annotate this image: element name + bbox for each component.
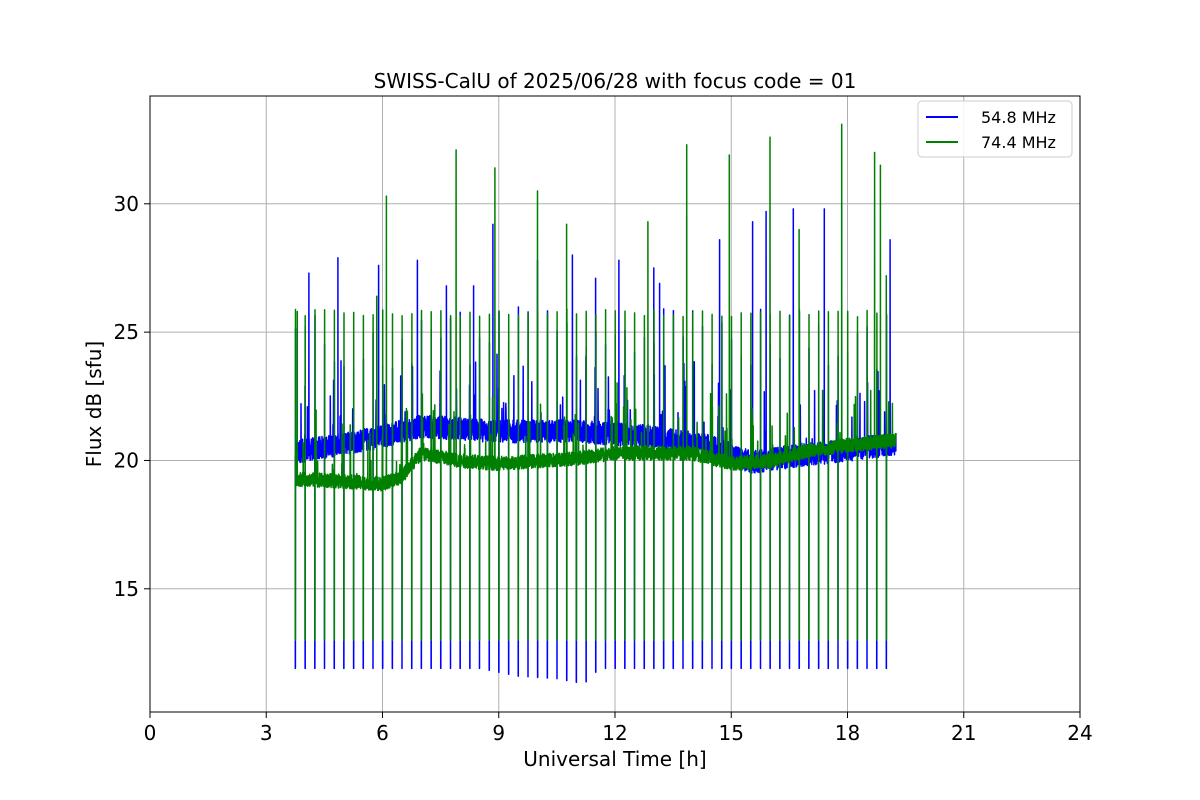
chart-title: SWISS-CalU of 2025/06/28 with focus code…	[374, 69, 857, 93]
y-axis-label: Flux dB [sfu]	[82, 341, 106, 467]
x-tick-label: 6	[376, 721, 389, 745]
x-tick-label: 0	[144, 721, 157, 745]
y-tick-label: 15	[114, 577, 139, 601]
y-tick-label: 30	[114, 192, 139, 216]
x-tick-label: 15	[719, 721, 744, 745]
x-tick-label: 12	[602, 721, 627, 745]
x-tick-label: 9	[492, 721, 505, 745]
series-layer	[294, 123, 897, 684]
x-tick-label: 18	[835, 721, 860, 745]
y-tick-label: 20	[114, 448, 139, 472]
y-tick-label: 25	[114, 320, 139, 344]
series-line-1	[294, 123, 897, 641]
x-tick-label: 3	[260, 721, 273, 745]
legend-label: 54.8 MHz	[981, 108, 1056, 127]
legend: 54.8 MHz 74.4 MHz	[917, 100, 1073, 158]
x-tick-label: 21	[951, 721, 976, 745]
legend-label: 74.4 MHz	[981, 133, 1056, 152]
x-axis-label: Universal Time [h]	[523, 747, 706, 771]
x-tick-label: 24	[1067, 721, 1092, 745]
y-ticks: 15 20 25 30	[114, 192, 150, 601]
x-ticks: 0 3 6 9 12 15 18 21 24	[144, 712, 1093, 745]
